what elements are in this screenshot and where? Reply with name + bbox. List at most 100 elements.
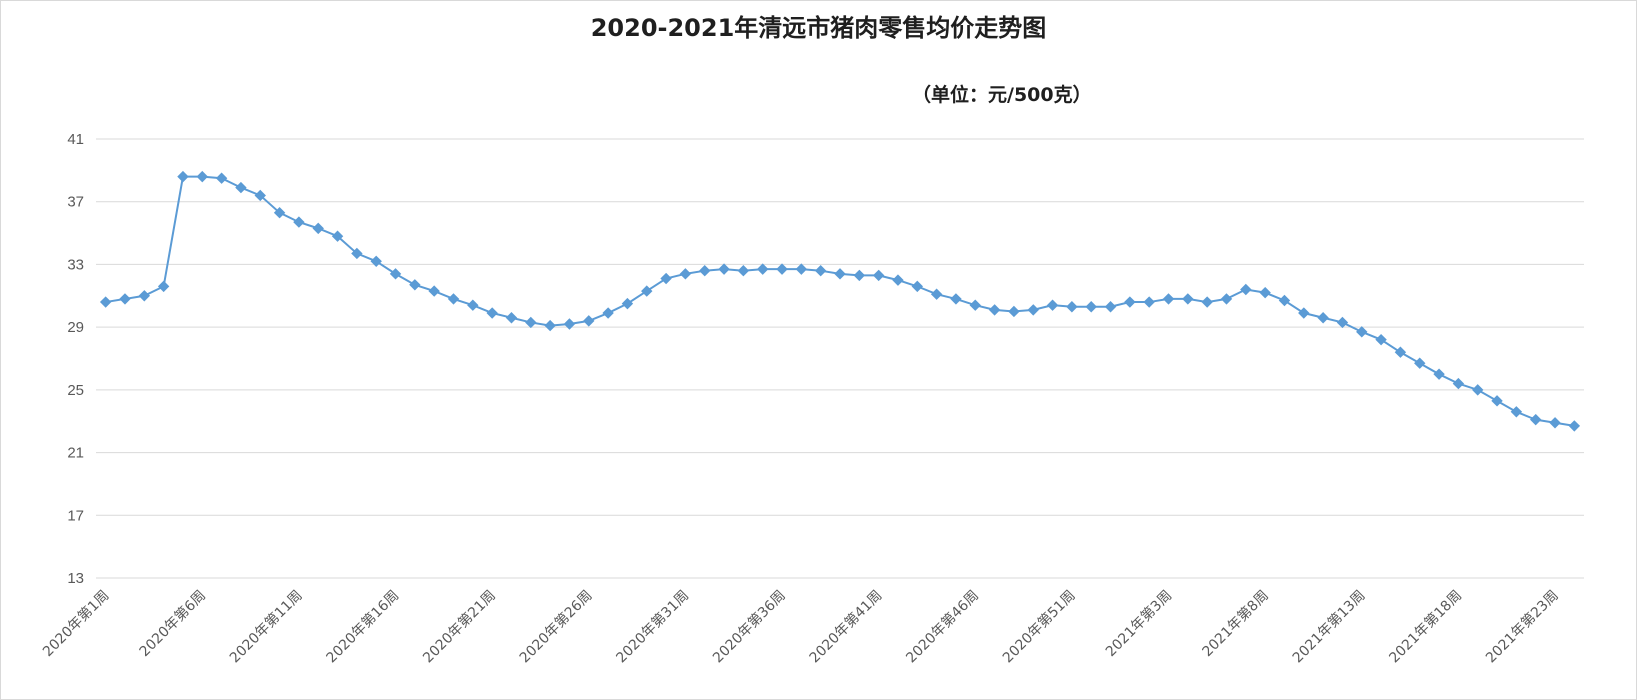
series-layer: [99, 170, 1581, 432]
data-point-marker: [1433, 368, 1445, 380]
data-point-marker: [1375, 333, 1387, 346]
data-point-marker: [718, 263, 730, 275]
data-point-marker: [1491, 395, 1503, 407]
data-point-marker: [409, 279, 421, 291]
data-point-marker: [930, 288, 943, 300]
data-point-marker: [196, 170, 208, 183]
y-tick-label: 29: [67, 319, 84, 336]
data-point-marker: [1317, 312, 1329, 324]
y-tick-label: 25: [67, 382, 84, 399]
data-point-marker: [99, 296, 112, 308]
gridlines: [96, 138, 1584, 579]
data-point-marker: [699, 264, 711, 277]
data-point-marker: [1510, 406, 1523, 418]
data-point-marker: [1124, 296, 1136, 308]
x-tick-label: 2020年第16周: [323, 587, 403, 667]
data-point-marker: [486, 307, 498, 319]
data-point-marker: [1066, 301, 1078, 313]
x-axis-ticks: 2020年第1周 2020年第6周 2020年第11周 2020年第16周 2020年第…: [39, 587, 1562, 667]
data-point-marker: [1008, 305, 1020, 318]
data-point-marker: [602, 307, 614, 319]
data-point-marker: [293, 216, 305, 228]
data-point-marker: [1182, 293, 1194, 305]
data-point-marker: [872, 269, 885, 282]
data-point-marker: [795, 263, 808, 275]
data-point-marker: [273, 206, 286, 219]
x-tick-label: 2020年第26周: [516, 587, 596, 667]
unit-label: （单位：元/500克）: [912, 84, 1092, 106]
data-point-marker: [447, 293, 460, 305]
data-point-marker: [1356, 326, 1368, 338]
data-point-marker: [679, 268, 692, 280]
x-tick-label: 2021年第8周: [1199, 587, 1272, 660]
data-point-marker: [756, 263, 769, 275]
data-point-marker: [505, 312, 518, 324]
x-tick-label: 2021年第23周: [1482, 587, 1562, 667]
data-point-marker: [583, 315, 595, 327]
data-point-marker: [641, 285, 653, 297]
data-point-marker: [911, 280, 924, 293]
y-tick-label: 17: [67, 507, 84, 524]
data-point-marker: [1027, 304, 1039, 316]
data-point-marker: [215, 172, 228, 184]
x-tick-label: 2020年第51周: [999, 587, 1079, 667]
data-point-marker: [1336, 316, 1349, 329]
data-point-marker: [525, 316, 537, 329]
x-tick-label: 2020年第36周: [709, 587, 789, 667]
data-point-marker: [1278, 294, 1291, 307]
data-point-marker: [1259, 286, 1271, 299]
data-point-marker: [312, 222, 324, 235]
data-point-marker: [1529, 413, 1542, 426]
data-point-marker: [660, 272, 672, 285]
data-point-marker: [235, 181, 247, 194]
x-tick-label: 2020年第21周: [419, 587, 499, 667]
x-tick-label: 2020年第6周: [136, 587, 209, 660]
data-point-marker: [428, 285, 440, 297]
x-tick-label: 2020年第41周: [806, 587, 886, 667]
data-point-marker: [331, 230, 344, 242]
x-tick-label: 2020年第31周: [613, 587, 693, 667]
data-point-marker: [737, 264, 750, 277]
data-point-marker: [1143, 296, 1155, 308]
data-point-marker: [467, 299, 479, 311]
data-point-marker: [351, 247, 363, 260]
y-tick-label: 13: [67, 570, 84, 587]
data-point-marker: [1046, 299, 1059, 311]
y-axis-ticks: 13 17 21 25 29 33 37 41: [67, 131, 84, 587]
x-tick-label: 2021年第18周: [1386, 587, 1466, 667]
data-point-marker: [1220, 293, 1233, 305]
data-point-marker: [119, 293, 131, 305]
data-point-marker: [1104, 301, 1117, 313]
data-point-marker: [1472, 384, 1484, 396]
data-point-marker: [1568, 420, 1581, 432]
data-point-marker: [138, 290, 151, 302]
x-tick-label: 2020年第1周: [39, 587, 112, 660]
y-tick-label: 33: [67, 256, 84, 273]
chart-title: 2020-2021年清远市猪肉零售均价走势图: [590, 14, 1047, 42]
x-tick-label: 2021年第3周: [1102, 587, 1175, 660]
data-point-marker: [157, 280, 170, 293]
data-point-marker: [563, 318, 576, 330]
y-tick-label: 37: [67, 194, 84, 211]
data-point-marker: [776, 263, 788, 275]
data-point-marker: [621, 297, 634, 310]
data-point-marker: [892, 274, 904, 286]
series-line: [105, 175, 1575, 427]
data-point-marker: [834, 268, 846, 280]
data-point-marker: [370, 255, 382, 267]
data-point-marker: [1394, 346, 1407, 358]
data-point-marker: [853, 269, 866, 282]
y-tick-label: 21: [67, 445, 84, 462]
data-point-marker: [950, 293, 962, 305]
data-point-marker: [1414, 357, 1426, 369]
x-tick-label: 2020年第11周: [226, 587, 306, 667]
data-point-marker: [1549, 417, 1561, 429]
data-point-marker: [814, 264, 827, 277]
data-point-marker: [988, 304, 1001, 316]
data-point-marker: [544, 319, 556, 332]
data-point-marker: [1162, 293, 1175, 305]
data-point-marker: [389, 268, 402, 280]
data-point-marker: [1201, 296, 1213, 308]
